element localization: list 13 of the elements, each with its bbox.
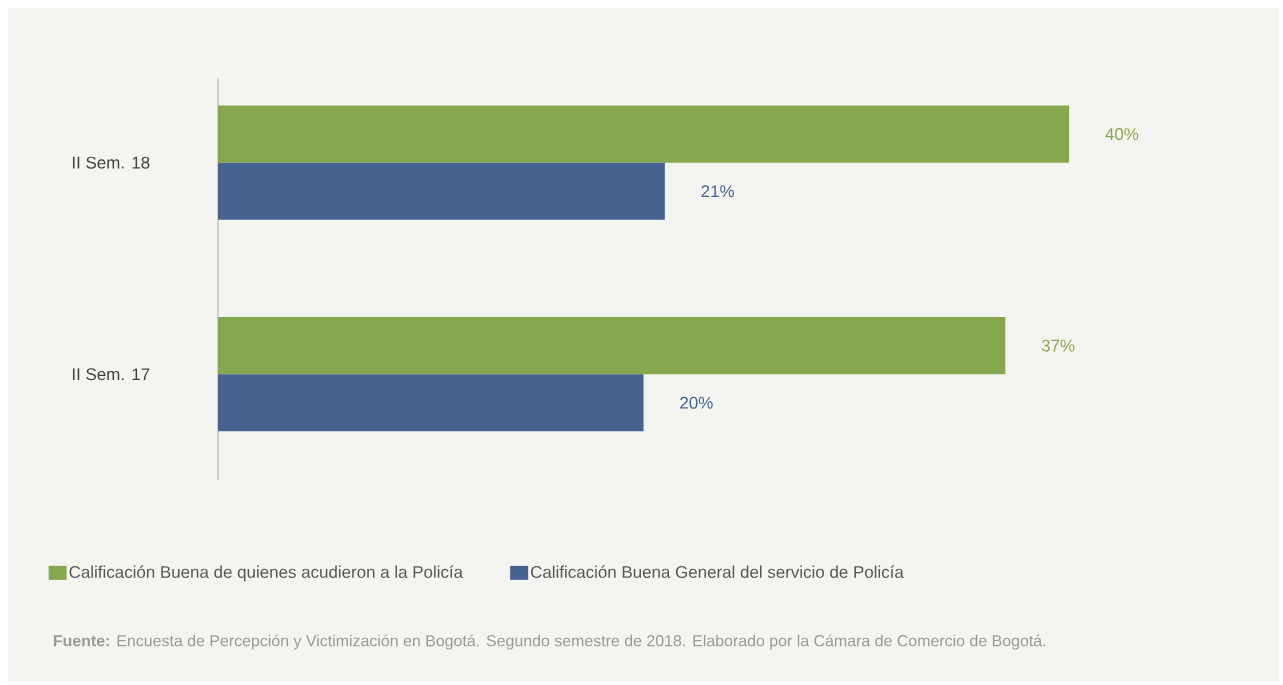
bar [218, 317, 1006, 375]
data-label: 40% [1105, 128, 1139, 141]
bar [218, 162, 665, 220]
y-tick-label: II Sem. 18 [72, 156, 150, 169]
data-label: 21% [701, 185, 734, 198]
data-label: 20% [680, 396, 713, 409]
bar [218, 374, 644, 432]
y-tick-label: II Sem. 17 [72, 368, 150, 381]
legend-label: Calificación Buena de quienes acudieron a la Policía [69, 565, 464, 582]
legend-label: Calificación Buena General del servicio de Policía [531, 565, 904, 578]
bar [218, 105, 1070, 163]
text: Fuente: Encuesta de Percepción y Victimización en Bogotá. Segundo semestre de 2018. Elaborado por la Cámara de Comercio de Bogotá. [53, 634, 1046, 650]
data-label: 37% [1041, 339, 1075, 352]
